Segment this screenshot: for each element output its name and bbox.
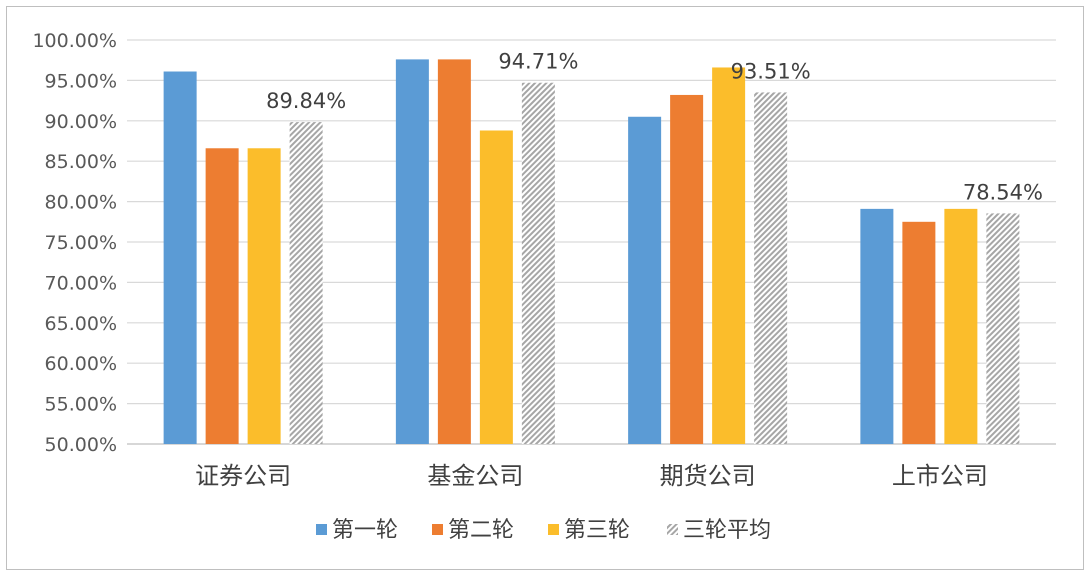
bar-3-1: [247, 148, 281, 444]
y-tick-label: 95.00%: [45, 70, 117, 92]
data-label: 89.84%: [266, 89, 346, 113]
bar-2-3: [670, 94, 704, 444]
bar-1-2: [395, 59, 429, 444]
y-tick-label: 90.00%: [45, 111, 117, 133]
bar-4-3: [754, 92, 788, 444]
x-axis: 证券公司 基金公司 期货公司 上市公司: [195, 462, 988, 490]
y-tick-label: 85.00%: [45, 151, 117, 173]
y-tick-label: 50.00%: [45, 434, 117, 456]
bar-3-4: [944, 208, 978, 444]
bars: [163, 59, 1020, 445]
bar-2-2: [437, 59, 471, 444]
bar-4-1: [289, 122, 323, 444]
legend: 第一轮 第二轮 第三轮 三轮平均: [316, 518, 771, 543]
y-tick-label: 80.00%: [45, 192, 117, 214]
data-label: 93.51%: [731, 59, 811, 83]
bar-4-2: [521, 82, 555, 445]
x-category-label: 期货公司: [660, 462, 756, 490]
legend-label: 第一轮: [332, 518, 398, 543]
bar-3-3: [712, 67, 746, 445]
legend-label: 第三轮: [564, 518, 630, 543]
bar-1-4: [860, 208, 894, 444]
legend-label: 第二轮: [448, 518, 514, 543]
x-category-label: 基金公司: [427, 462, 523, 490]
data-label: 94.71%: [498, 50, 578, 74]
x-category-label: 上市公司: [892, 462, 988, 490]
legend-swatch: [548, 524, 559, 535]
y-tick-label: 100.00%: [32, 30, 117, 52]
y-tick-label: 60.00%: [45, 353, 117, 375]
y-tick-label: 55.00%: [45, 394, 117, 416]
legend-swatch: [316, 524, 327, 535]
bar-2-1: [205, 148, 239, 444]
legend-label: 三轮平均: [683, 518, 771, 543]
legend-swatch: [667, 524, 678, 535]
y-tick-label: 65.00%: [45, 313, 117, 335]
x-category-label: 证券公司: [195, 462, 291, 490]
bar-1-3: [628, 116, 662, 444]
data-labels: 89.84% 94.71% 93.51% 78.54%: [266, 50, 1043, 205]
bar-2-4: [902, 221, 936, 444]
legend-swatch: [432, 524, 443, 535]
bar-4-4: [986, 213, 1020, 444]
bar-1-1: [163, 71, 197, 445]
gridlines: [127, 39, 1056, 445]
y-tick-label: 75.00%: [45, 232, 117, 254]
data-label: 78.54%: [963, 180, 1043, 204]
bar-3-2: [479, 130, 513, 444]
y-axis: 50.00% 55.00% 60.00% 65.00% 70.00% 75.00% 80.0…: [32, 30, 117, 456]
y-tick-label: 70.00%: [45, 272, 117, 294]
